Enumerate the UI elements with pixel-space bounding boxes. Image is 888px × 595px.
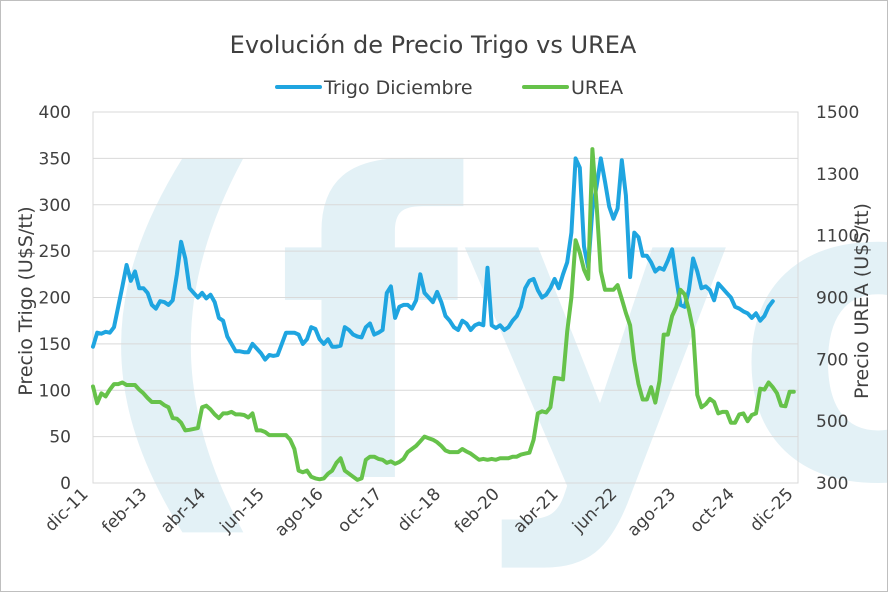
y2-tick-label: 500 <box>816 412 848 432</box>
urea-series-line <box>91 147 796 482</box>
watermark-logo: (fyo <box>85 88 888 577</box>
legend-label: Trigo Diciembre <box>323 77 473 99</box>
y-tick-label: 0 <box>60 474 71 494</box>
watermark-text: (fyo <box>85 88 887 577</box>
y-axis-label: Precio Trigo (U$S/tt) <box>15 206 37 395</box>
y-tick-label: 250 <box>39 242 71 262</box>
y2-tick-label: 1100 <box>816 227 859 247</box>
chart-title: Evolución de Precio Trigo vs UREA <box>230 31 637 59</box>
y-tick-label: 350 <box>39 149 71 169</box>
y-tick-label: 200 <box>39 289 71 309</box>
series-lines <box>91 147 796 482</box>
y2-tick-label: 1500 <box>816 103 859 123</box>
y-tick-label: 300 <box>39 196 71 216</box>
y-tick-label: 400 <box>39 103 71 123</box>
y2-axis-label: Precio UREA (U$S/tt) <box>851 203 873 399</box>
y2-tick-label: 1300 <box>816 165 859 185</box>
y2-tick-label: 900 <box>816 289 848 309</box>
trigo-series-line <box>91 156 775 362</box>
y2-tick-label: 300 <box>816 474 848 494</box>
y-tick-label: 50 <box>49 428 71 448</box>
y-tick-label: 100 <box>39 381 71 401</box>
legend: Trigo Diciembre UREA <box>275 77 623 99</box>
y2-tick-label: 700 <box>816 350 848 370</box>
y-tick-label: 150 <box>39 335 71 355</box>
legend-label: UREA <box>571 77 623 99</box>
